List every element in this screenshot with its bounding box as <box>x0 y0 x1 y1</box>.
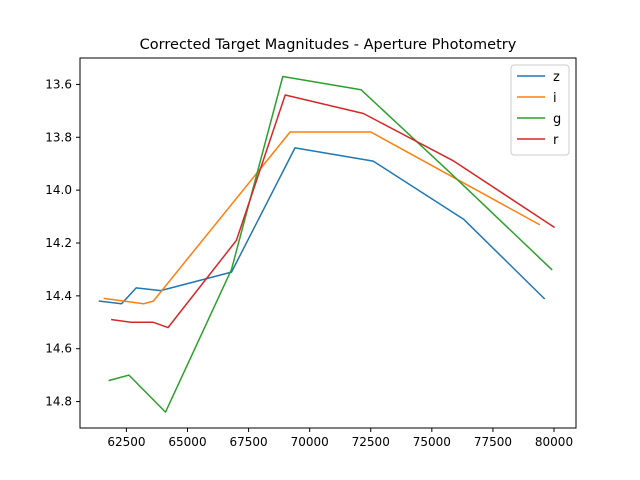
y-tick-label: 14.2 <box>45 236 72 250</box>
x-tick-label: 62500 <box>107 435 145 449</box>
series-layer <box>98 75 556 413</box>
y-tick-label: 13.6 <box>45 77 72 91</box>
x-tick-label: 70000 <box>291 435 329 449</box>
series-line-z <box>98 147 546 305</box>
y-tick-label: 14.6 <box>45 342 72 356</box>
legend-label-i: i <box>553 91 557 106</box>
x-tick-label: 65000 <box>168 435 206 449</box>
series-line-r <box>110 94 556 329</box>
y-tick-label: 13.8 <box>45 130 72 144</box>
x-tick-label: 72500 <box>352 435 390 449</box>
legend-label-r: r <box>553 133 559 148</box>
series-line-g <box>108 75 553 413</box>
y-tick-label: 14.8 <box>45 395 72 409</box>
y-axis: 13.6 13.8 14.0 14.2 14.4 14.6 14.8 <box>45 77 80 409</box>
legend-label-z: z <box>553 70 560 85</box>
x-tick-label: 67500 <box>229 435 267 449</box>
y-tick-label: 14.4 <box>45 289 72 303</box>
x-axis: 62500 65000 67500 70000 72500 75000 77500 80000 <box>107 428 573 449</box>
x-tick-label: 75000 <box>413 435 451 449</box>
legend-box <box>510 64 570 156</box>
y-tick-label: 14.0 <box>45 183 72 197</box>
x-tick-label: 77500 <box>474 435 512 449</box>
series-line-i <box>103 131 541 305</box>
legend-label-g: g <box>553 112 561 127</box>
x-tick-label: 80000 <box>535 435 573 449</box>
chart-title: Corrected Target Magnitudes - Aperture P… <box>140 37 517 53</box>
